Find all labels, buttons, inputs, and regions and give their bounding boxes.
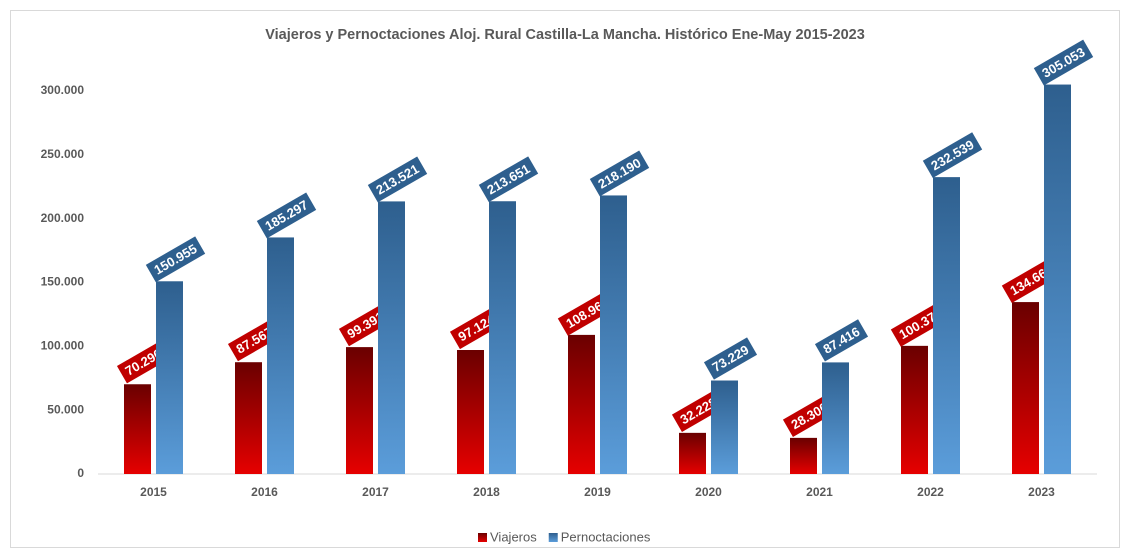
value-label-box xyxy=(922,132,983,179)
bar xyxy=(378,201,405,475)
x-tick-label: 2015 xyxy=(140,485,167,499)
chart-title: Viajeros y Pernoctaciones Aloj. Rural Ca… xyxy=(265,27,865,43)
legend-swatch xyxy=(478,533,487,542)
legend-label: Pernoctaciones xyxy=(561,529,651,544)
y-tick-label: 250.000 xyxy=(41,147,85,161)
value-label-box xyxy=(256,192,317,239)
bar xyxy=(822,362,849,474)
bar xyxy=(156,281,183,474)
x-tick-label: 2021 xyxy=(806,485,833,499)
bar xyxy=(568,334,595,474)
value-label-box xyxy=(145,236,206,283)
bar xyxy=(267,237,294,474)
x-tick-label: 2023 xyxy=(1028,485,1055,499)
bar xyxy=(679,432,706,474)
value-label-box xyxy=(589,150,650,197)
bar xyxy=(933,177,960,474)
bar xyxy=(489,201,516,474)
x-tick-label: 2017 xyxy=(362,485,389,499)
bar xyxy=(457,350,484,474)
value-label-box xyxy=(367,156,428,203)
bar xyxy=(600,195,627,475)
x-tick-label: 2022 xyxy=(917,485,944,499)
value-label-box xyxy=(814,319,869,362)
bar xyxy=(346,347,373,474)
legend-label: Viajeros xyxy=(490,529,537,544)
y-tick-label: 150.000 xyxy=(41,275,85,289)
bar xyxy=(790,437,817,474)
x-tick-label: 2016 xyxy=(251,485,278,499)
x-tick-label: 2018 xyxy=(473,485,500,499)
bar xyxy=(711,380,738,474)
y-tick-label: 0 xyxy=(77,466,84,480)
y-tick-label: 100.000 xyxy=(41,339,85,353)
y-tick-label: 300.000 xyxy=(41,83,85,97)
bar xyxy=(124,384,151,474)
value-label-box xyxy=(703,337,758,380)
bar xyxy=(235,362,262,474)
bar xyxy=(1044,84,1071,474)
value-label-box xyxy=(1033,39,1094,86)
legend-swatch xyxy=(548,533,558,542)
x-tick-label: 2020 xyxy=(695,485,722,499)
x-tick-label: 2019 xyxy=(584,485,611,499)
bar xyxy=(1012,302,1039,474)
y-tick-label: 50.000 xyxy=(47,402,84,416)
y-tick-label: 200.000 xyxy=(41,211,85,225)
value-label-box xyxy=(478,156,539,203)
bar xyxy=(901,345,928,474)
